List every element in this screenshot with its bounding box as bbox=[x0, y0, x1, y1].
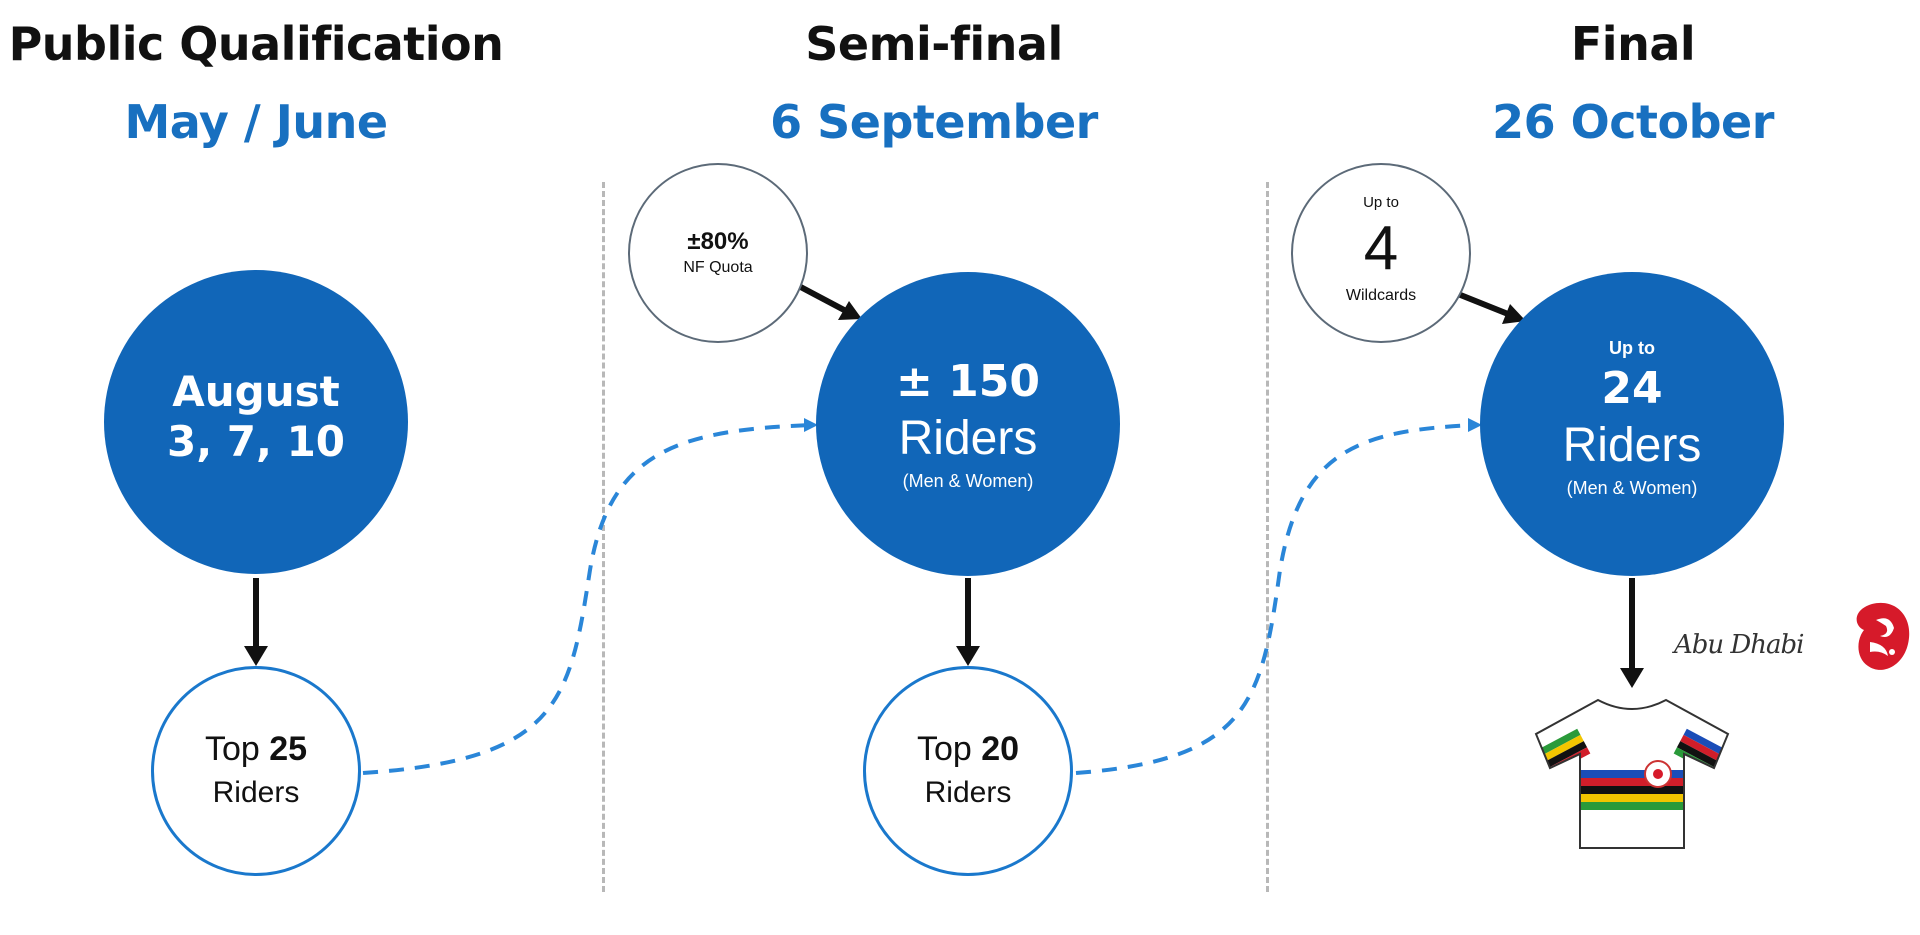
column-title: Semi-final bbox=[805, 17, 1063, 71]
final-unit: Riders bbox=[1562, 419, 1702, 472]
semifinal-count: ± 150 bbox=[895, 356, 1041, 407]
qualification-dates-circle: August 3, 7, 10 bbox=[104, 270, 408, 574]
nf-quota-value: ±80% bbox=[687, 228, 749, 255]
result-unit: Riders bbox=[212, 776, 300, 809]
final-count: 24 bbox=[1601, 363, 1663, 414]
column-divider bbox=[602, 182, 605, 892]
result-prefix: Top bbox=[204, 730, 270, 768]
nf-quota-label: NF Quota bbox=[683, 259, 753, 276]
column-date: 6 September bbox=[770, 95, 1098, 149]
final-riders-circle: Up to 24 Riders (Men & Women) bbox=[1480, 272, 1784, 576]
nf-quota-circle: ±80% NF Quota bbox=[628, 163, 808, 343]
column-title: Final bbox=[1570, 17, 1696, 71]
column-header-final: Final 26 October bbox=[1313, 14, 1920, 152]
wildcards-number: 4 bbox=[1363, 214, 1399, 283]
column-header-qualification: Public Qualification May / June bbox=[0, 14, 576, 152]
final-note: (Men & Women) bbox=[1566, 478, 1698, 498]
column-divider bbox=[1266, 182, 1269, 892]
column-date: 26 October bbox=[1492, 95, 1774, 149]
column-date: May / June bbox=[124, 95, 388, 149]
rainbow-jersey-icon bbox=[1532, 696, 1732, 856]
wildcards-top: Up to bbox=[1363, 194, 1399, 211]
abu-dhabi-logo-mark bbox=[1856, 602, 1910, 670]
qualification-month: August bbox=[172, 367, 340, 416]
qualification-result-circle: Top 25 Riders bbox=[151, 666, 361, 876]
result-unit: Riders bbox=[924, 776, 1012, 809]
abu-dhabi-logo-text: Abu Dhabi bbox=[1674, 630, 1804, 660]
final-top: Up to bbox=[1609, 338, 1655, 358]
wildcards-label: Wildcards bbox=[1345, 287, 1417, 304]
result-number: 20 bbox=[981, 730, 1020, 768]
semifinal-unit: Riders bbox=[898, 412, 1038, 465]
column-title: Public Qualification bbox=[8, 17, 504, 71]
result-top-line: Top 25 bbox=[205, 727, 307, 771]
result-prefix: Top bbox=[916, 730, 982, 768]
result-number: 25 bbox=[269, 730, 308, 768]
result-top-line: Top 20 bbox=[917, 727, 1019, 771]
qualification-days: 3, 7, 10 bbox=[166, 417, 346, 466]
wildcards-circle: Up to 4 Wildcards bbox=[1291, 163, 1471, 343]
abu-dhabi-logo: Abu Dhabi bbox=[1672, 596, 1912, 686]
semifinal-note: (Men & Women) bbox=[902, 471, 1034, 491]
semifinal-riders-circle: ± 150 Riders (Men & Women) bbox=[816, 272, 1120, 576]
semifinal-result-circle: Top 20 Riders bbox=[863, 666, 1073, 876]
column-header-semifinal: Semi-final 6 September bbox=[614, 14, 1254, 152]
